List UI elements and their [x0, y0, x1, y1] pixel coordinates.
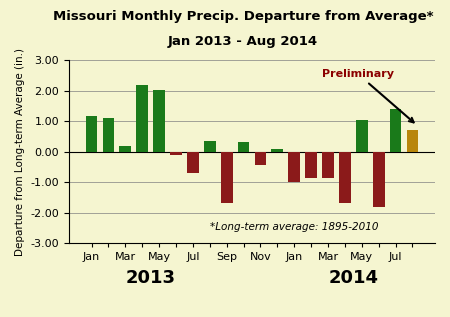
- Bar: [136, 85, 148, 152]
- Bar: [255, 152, 266, 165]
- Bar: [153, 90, 165, 152]
- Text: 2014: 2014: [328, 269, 378, 287]
- Y-axis label: Departure from Long-term Average (in.): Departure from Long-term Average (in.): [15, 48, 25, 256]
- Bar: [103, 118, 114, 152]
- Bar: [390, 109, 401, 152]
- Bar: [119, 146, 131, 152]
- Bar: [221, 152, 233, 204]
- Bar: [238, 142, 249, 152]
- Text: Preliminary: Preliminary: [322, 69, 414, 122]
- Bar: [204, 141, 216, 152]
- Text: Jan 2013 - Aug 2014: Jan 2013 - Aug 2014: [168, 35, 318, 48]
- Bar: [339, 152, 351, 204]
- Bar: [305, 152, 317, 178]
- Text: Missouri Monthly Precip. Departure from Average*: Missouri Monthly Precip. Departure from …: [53, 10, 433, 23]
- Bar: [406, 130, 419, 152]
- Bar: [187, 152, 199, 173]
- Text: *Long-term average: 1895-2010: *Long-term average: 1895-2010: [210, 223, 378, 232]
- Bar: [86, 116, 98, 152]
- Bar: [373, 152, 385, 206]
- Bar: [356, 120, 368, 152]
- Bar: [322, 152, 334, 178]
- Text: 2013: 2013: [126, 269, 176, 287]
- Bar: [288, 152, 300, 182]
- Bar: [271, 149, 283, 152]
- Bar: [170, 152, 182, 155]
